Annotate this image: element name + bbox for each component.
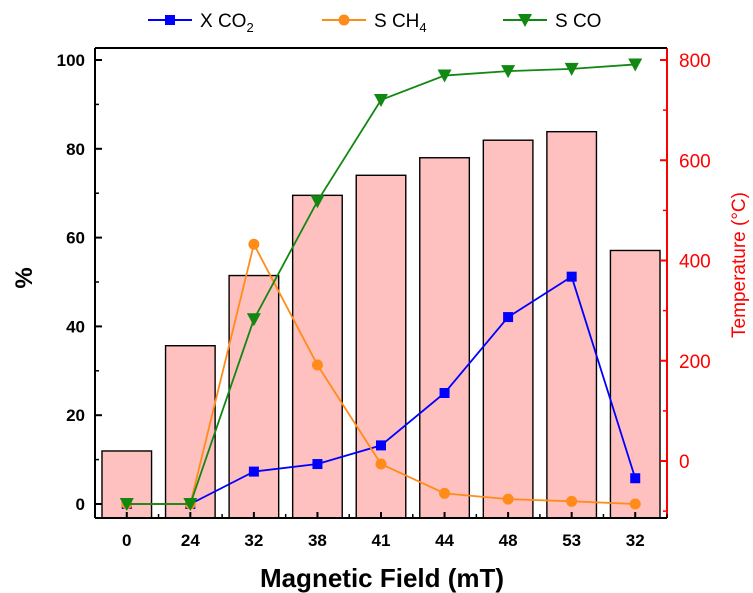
y-right-tick-label: 400 bbox=[679, 252, 711, 273]
x-tick-label: 32 bbox=[244, 531, 263, 550]
y-axis-left-label: % bbox=[11, 267, 38, 288]
y-left-tick-label: 60 bbox=[66, 229, 85, 248]
series-2-point-2 bbox=[246, 313, 261, 327]
legend-label-subscript: 2 bbox=[246, 20, 253, 35]
legend-label-0: X CO2 bbox=[200, 11, 254, 35]
series-1-point-5 bbox=[439, 487, 451, 499]
series-0-point-6 bbox=[503, 312, 514, 323]
series-0-point-3 bbox=[312, 459, 323, 470]
legend-marker-2 bbox=[518, 14, 532, 27]
lines-layer bbox=[119, 58, 643, 511]
x-tick-label: 32 bbox=[626, 531, 645, 550]
series-0-point-2 bbox=[248, 466, 259, 477]
x-tick-label: 48 bbox=[499, 531, 518, 550]
x-axis-label: Magnetic Field (mT) bbox=[260, 563, 504, 593]
y-left-tick-label: 20 bbox=[66, 406, 85, 425]
legend-label-1: S CH4 bbox=[374, 11, 427, 35]
legend-label-2: S CO bbox=[555, 11, 601, 32]
series-1-point-7 bbox=[566, 495, 578, 507]
bar-7 bbox=[546, 130, 598, 519]
series-2-point-7 bbox=[564, 62, 579, 76]
series-2-point-8 bbox=[628, 58, 643, 72]
bar-3 bbox=[291, 194, 343, 519]
series-1-point-4 bbox=[375, 458, 387, 470]
legend: X CO2 S CH4 S CO bbox=[148, 11, 601, 35]
x-tick-label: 44 bbox=[435, 531, 454, 550]
series-1-point-3 bbox=[311, 359, 323, 371]
series-0-point-8 bbox=[630, 473, 641, 484]
legend-marker-1 bbox=[338, 14, 350, 26]
bars-layer bbox=[101, 130, 661, 519]
y-right-tick-label: 800 bbox=[679, 51, 711, 72]
bar-1 bbox=[164, 345, 216, 519]
y-right-tick-label: 0 bbox=[679, 452, 690, 473]
y-right-tick-label: 200 bbox=[679, 352, 711, 373]
series-1-point-2 bbox=[248, 238, 260, 250]
x-tick-label: 41 bbox=[372, 531, 391, 550]
y-left-tick-label: 0 bbox=[76, 495, 85, 514]
series-0-point-4 bbox=[376, 440, 386, 451]
bar-5 bbox=[419, 157, 471, 519]
series-1-point-6 bbox=[502, 493, 514, 505]
series-2-point-0 bbox=[119, 498, 134, 511]
x-tick-label: 53 bbox=[562, 531, 581, 550]
y-axis-right-label: Temperature (°C) bbox=[729, 192, 750, 338]
series-2-point-5 bbox=[437, 69, 452, 83]
series-2-point-6 bbox=[501, 65, 516, 79]
legend-marker-0 bbox=[165, 15, 175, 25]
x-tick-label: 0 bbox=[122, 531, 131, 550]
y-right-tick-label: 600 bbox=[679, 151, 711, 172]
y-left-tick-label: 40 bbox=[66, 317, 85, 336]
series-2-point-3 bbox=[310, 195, 325, 209]
y-left-tick-label: 80 bbox=[66, 140, 85, 159]
series-2-point-4 bbox=[374, 93, 388, 107]
axes-layer: 0 20 40 60 80 100 0 200 400 600 800 0 24 32 38 41 44 48 53… bbox=[57, 47, 711, 550]
series-2-point-1 bbox=[183, 498, 198, 511]
series-1-point-8 bbox=[629, 498, 641, 510]
x-tick-label: 38 bbox=[308, 531, 327, 550]
legend-label-subscript: 4 bbox=[419, 20, 426, 35]
series-0-point-7 bbox=[566, 271, 577, 282]
y-left-tick-label: 100 bbox=[57, 51, 85, 70]
bar-6 bbox=[482, 139, 534, 519]
x-tick-label: 24 bbox=[181, 531, 200, 550]
series-2 bbox=[119, 58, 643, 511]
series-0-point-5 bbox=[439, 388, 450, 398]
